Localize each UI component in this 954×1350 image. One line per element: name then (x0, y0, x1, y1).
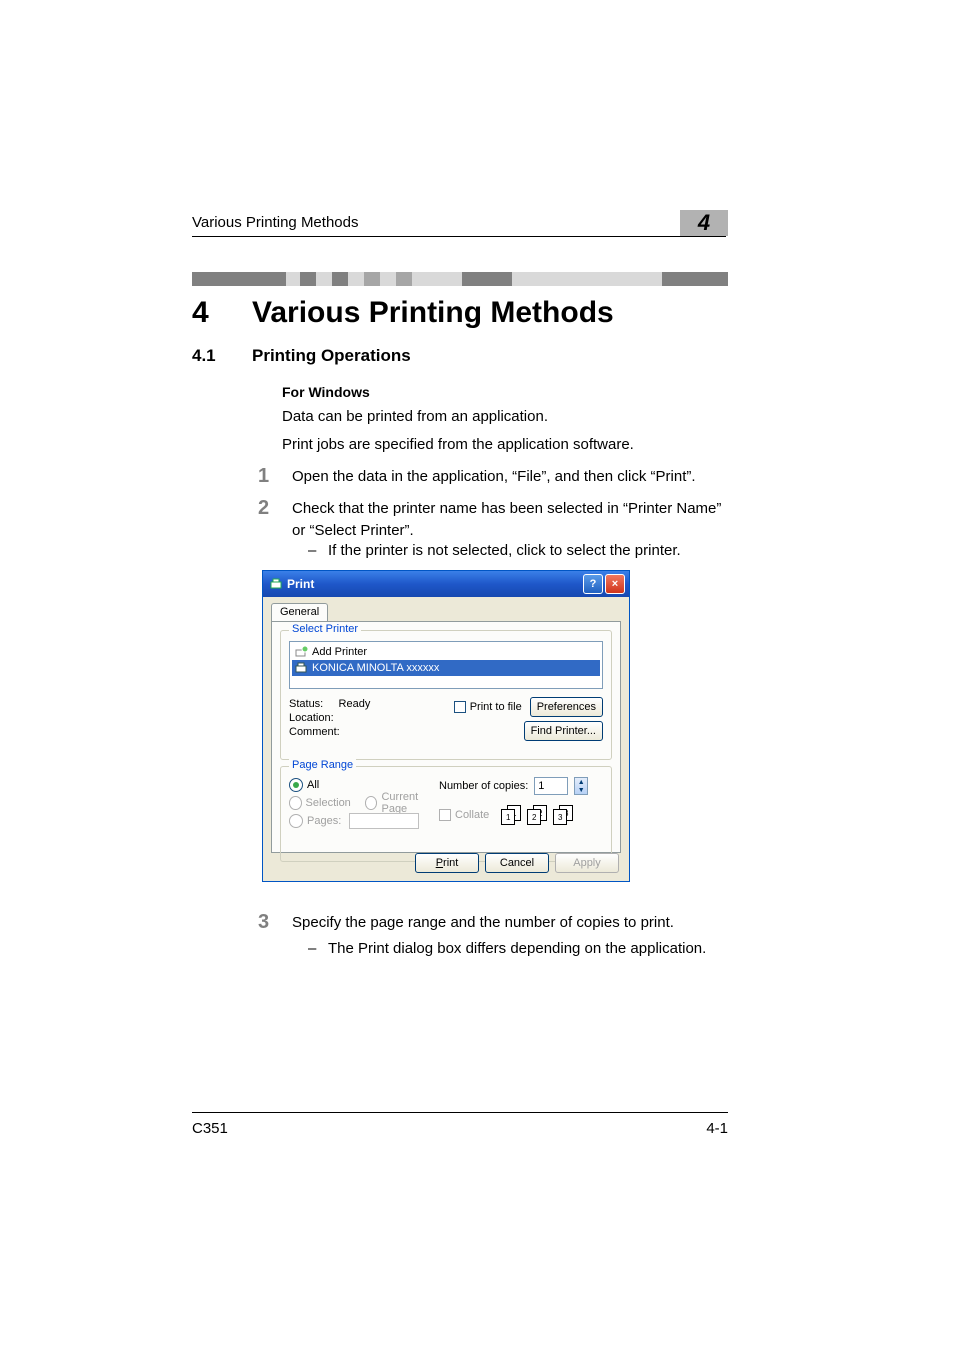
collate-page: 3 (553, 809, 567, 825)
comment-label: Comment: (289, 725, 454, 739)
printer-item-konica-label: KONICA MINOLTA xxxxxx (312, 662, 439, 674)
legend-page-range: Page Range (289, 759, 356, 771)
section-title-text: Printing Operations (252, 346, 411, 366)
step-1: 1 Open the data in the application, “Fil… (258, 466, 696, 488)
printer-item-add-label: Add Printer (312, 646, 367, 658)
step-3-sub: – The Print dialog box differs depending… (308, 940, 706, 957)
print-button[interactable]: Print (415, 853, 479, 873)
footer-left: C351 (192, 1120, 228, 1137)
step-2-text: Check that the printer name has been sel… (292, 498, 732, 542)
apply-button[interactable]: Apply (555, 853, 619, 873)
paragraph-1: Data can be printed from an application. (282, 408, 548, 425)
preferences-button[interactable]: Preferences (530, 697, 603, 717)
radio-selection-label: Selection (306, 797, 351, 809)
step-1-text: Open the data in the application, “File”… (292, 466, 696, 488)
step-1-number: 1 (258, 466, 292, 488)
paragraph-2: Print jobs are specified from the applic… (282, 436, 634, 453)
group-page-range: Page Range All Selection Current Page (280, 766, 612, 862)
add-printer-icon (294, 645, 308, 659)
tab-panel-general: Select Printer Add Printer K (271, 621, 621, 853)
printer-list[interactable]: Add Printer KONICA MINOLTA xxxxxx (289, 641, 603, 689)
status-value: Ready (339, 698, 371, 710)
tab-strip: General (271, 601, 621, 621)
radio-pages-label: Pages: (307, 815, 341, 827)
print-to-file-checkbox[interactable]: Print to file (454, 701, 522, 713)
footer-right: 4-1 (706, 1120, 728, 1137)
close-button[interactable]: × (605, 574, 625, 594)
collate-label: Collate (455, 809, 489, 821)
group-select-printer: Select Printer Add Printer K (280, 630, 612, 760)
sub-heading: For Windows (282, 384, 370, 400)
status-label: Status: (289, 698, 323, 710)
collate-checkbox[interactable]: Collate (439, 809, 489, 821)
cancel-button[interactable]: Cancel (485, 853, 549, 873)
printer-app-icon (269, 577, 283, 591)
printer-item-konica[interactable]: KONICA MINOLTA xxxxxx (292, 660, 600, 676)
running-head: Various Printing Methods (192, 214, 358, 231)
copies-spinner[interactable]: ▲ ▼ (574, 777, 588, 795)
dialog-titlebar[interactable]: Print ? × (263, 571, 629, 597)
collate-page: 2 (527, 809, 541, 825)
radio-all-label: All (307, 779, 319, 791)
radio-icon (289, 796, 302, 810)
pages-input[interactable] (349, 813, 419, 829)
section-title: 4.1 Printing Operations (192, 346, 411, 366)
help-button[interactable]: ? (583, 574, 603, 594)
printer-item-add[interactable]: Add Printer (292, 644, 600, 660)
header-rule (192, 236, 726, 237)
step-2-sub-text: If the printer is not selected, click to… (328, 542, 681, 559)
copies-label: Number of copies: (439, 780, 528, 792)
step-2-number: 2 (258, 498, 292, 542)
print-button-label: rint (443, 857, 458, 869)
printer-icon (294, 661, 308, 675)
find-printer-button[interactable]: Find Printer... (524, 721, 603, 741)
copies-input[interactable]: 1 (534, 777, 568, 795)
print-dialog: Print ? × General Select Printer Add Pri… (262, 570, 630, 882)
chapter-title-text: Various Printing Methods (252, 296, 614, 330)
printer-status-block: Status: Ready Location: Comment: (289, 697, 454, 741)
step-2-sub: – If the printer is not selected, click … (308, 542, 681, 559)
collate-page: 1 (501, 809, 515, 825)
chapter-marker: 4 (698, 210, 710, 236)
print-to-file-label: Print to file (470, 701, 522, 713)
step-3-number: 3 (258, 912, 292, 934)
decorative-bar (192, 272, 728, 286)
spin-down-icon: ▼ (575, 786, 587, 794)
spin-up-icon: ▲ (575, 778, 587, 786)
checkbox-icon (454, 701, 466, 713)
bullet-dash: – (308, 940, 328, 957)
section-number: 4.1 (192, 346, 252, 366)
dialog-title: Print (287, 577, 581, 591)
step-2: 2 Check that the printer name has been s… (258, 498, 732, 542)
radio-icon (289, 778, 303, 792)
radio-current-page-label: Current Page (381, 791, 439, 815)
chapter-title: 4 Various Printing Methods (192, 296, 614, 330)
chapter-number: 4 (192, 296, 252, 330)
bullet-dash: – (308, 542, 328, 559)
step-3-text: Specify the page range and the number of… (292, 912, 674, 934)
location-label: Location: (289, 711, 454, 725)
radio-icon (289, 814, 303, 828)
step-3-sub-text: The Print dialog box differs depending o… (328, 940, 706, 957)
chapter-marker-box: 4 (680, 210, 728, 236)
legend-select-printer: Select Printer (289, 623, 361, 635)
checkbox-icon (439, 809, 451, 821)
collate-graphic: 11 22 33 (501, 805, 573, 825)
radio-icon (365, 796, 378, 810)
step-3: 3 Specify the page range and the number … (258, 912, 674, 934)
footer-rule (192, 1112, 728, 1113)
